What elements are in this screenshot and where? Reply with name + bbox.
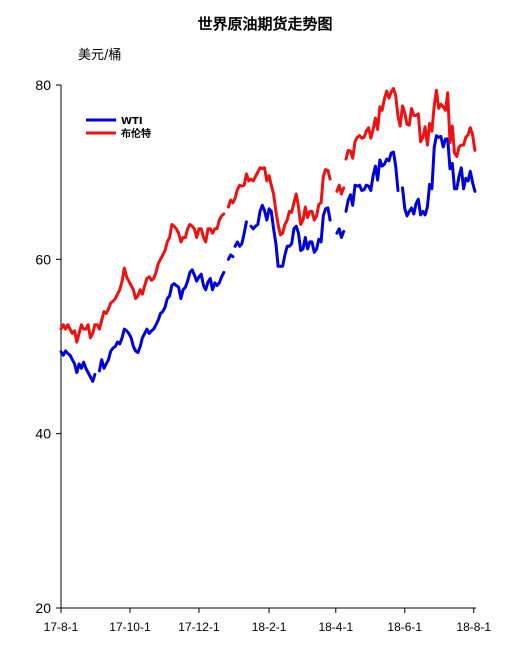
- series-layer: [59, 87, 477, 383]
- chart-title: 世界原油期货走势图: [197, 15, 333, 33]
- x-tick-label: 18-2-1: [252, 620, 287, 634]
- series-line-brent: [59, 212, 226, 344]
- y-tick-label: 60: [35, 251, 51, 267]
- series-line-brent: [344, 87, 477, 161]
- y-tick-label: 80: [35, 77, 51, 93]
- y-tick-label: 20: [35, 600, 51, 616]
- series-line-wti: [335, 227, 346, 239]
- series-line-wti: [344, 150, 400, 213]
- series-line-wti: [59, 349, 97, 383]
- y-axis-unit-label: 美元/桶: [78, 48, 122, 63]
- x-tick-label: 18-4-1: [318, 620, 353, 634]
- series-line-brent: [335, 183, 346, 196]
- x-tick-label: 17-12-1: [178, 620, 220, 634]
- x-tick-label: 17-10-1: [109, 620, 151, 634]
- legend-label-brent: 布伦特: [121, 127, 151, 140]
- series-line-wti: [249, 203, 332, 268]
- y-tick-label: 40: [35, 426, 51, 442]
- x-tick-label: 18-8-1: [456, 620, 491, 634]
- series-line-wti: [401, 134, 477, 218]
- series-line-brent: [226, 166, 332, 237]
- series-line-wti: [226, 253, 235, 261]
- x-tick-label: 17-8-1: [44, 620, 79, 634]
- x-tick-label: 18-6-1: [387, 620, 422, 634]
- legend-label-wti: WTI: [121, 116, 143, 127]
- axes: 20 40 60 80 17-8-1 17-10-1 17-12-1 18-2-1 18-4-1…: [35, 77, 491, 634]
- series-line-wti: [233, 220, 248, 248]
- series-line-wti: [97, 268, 226, 373]
